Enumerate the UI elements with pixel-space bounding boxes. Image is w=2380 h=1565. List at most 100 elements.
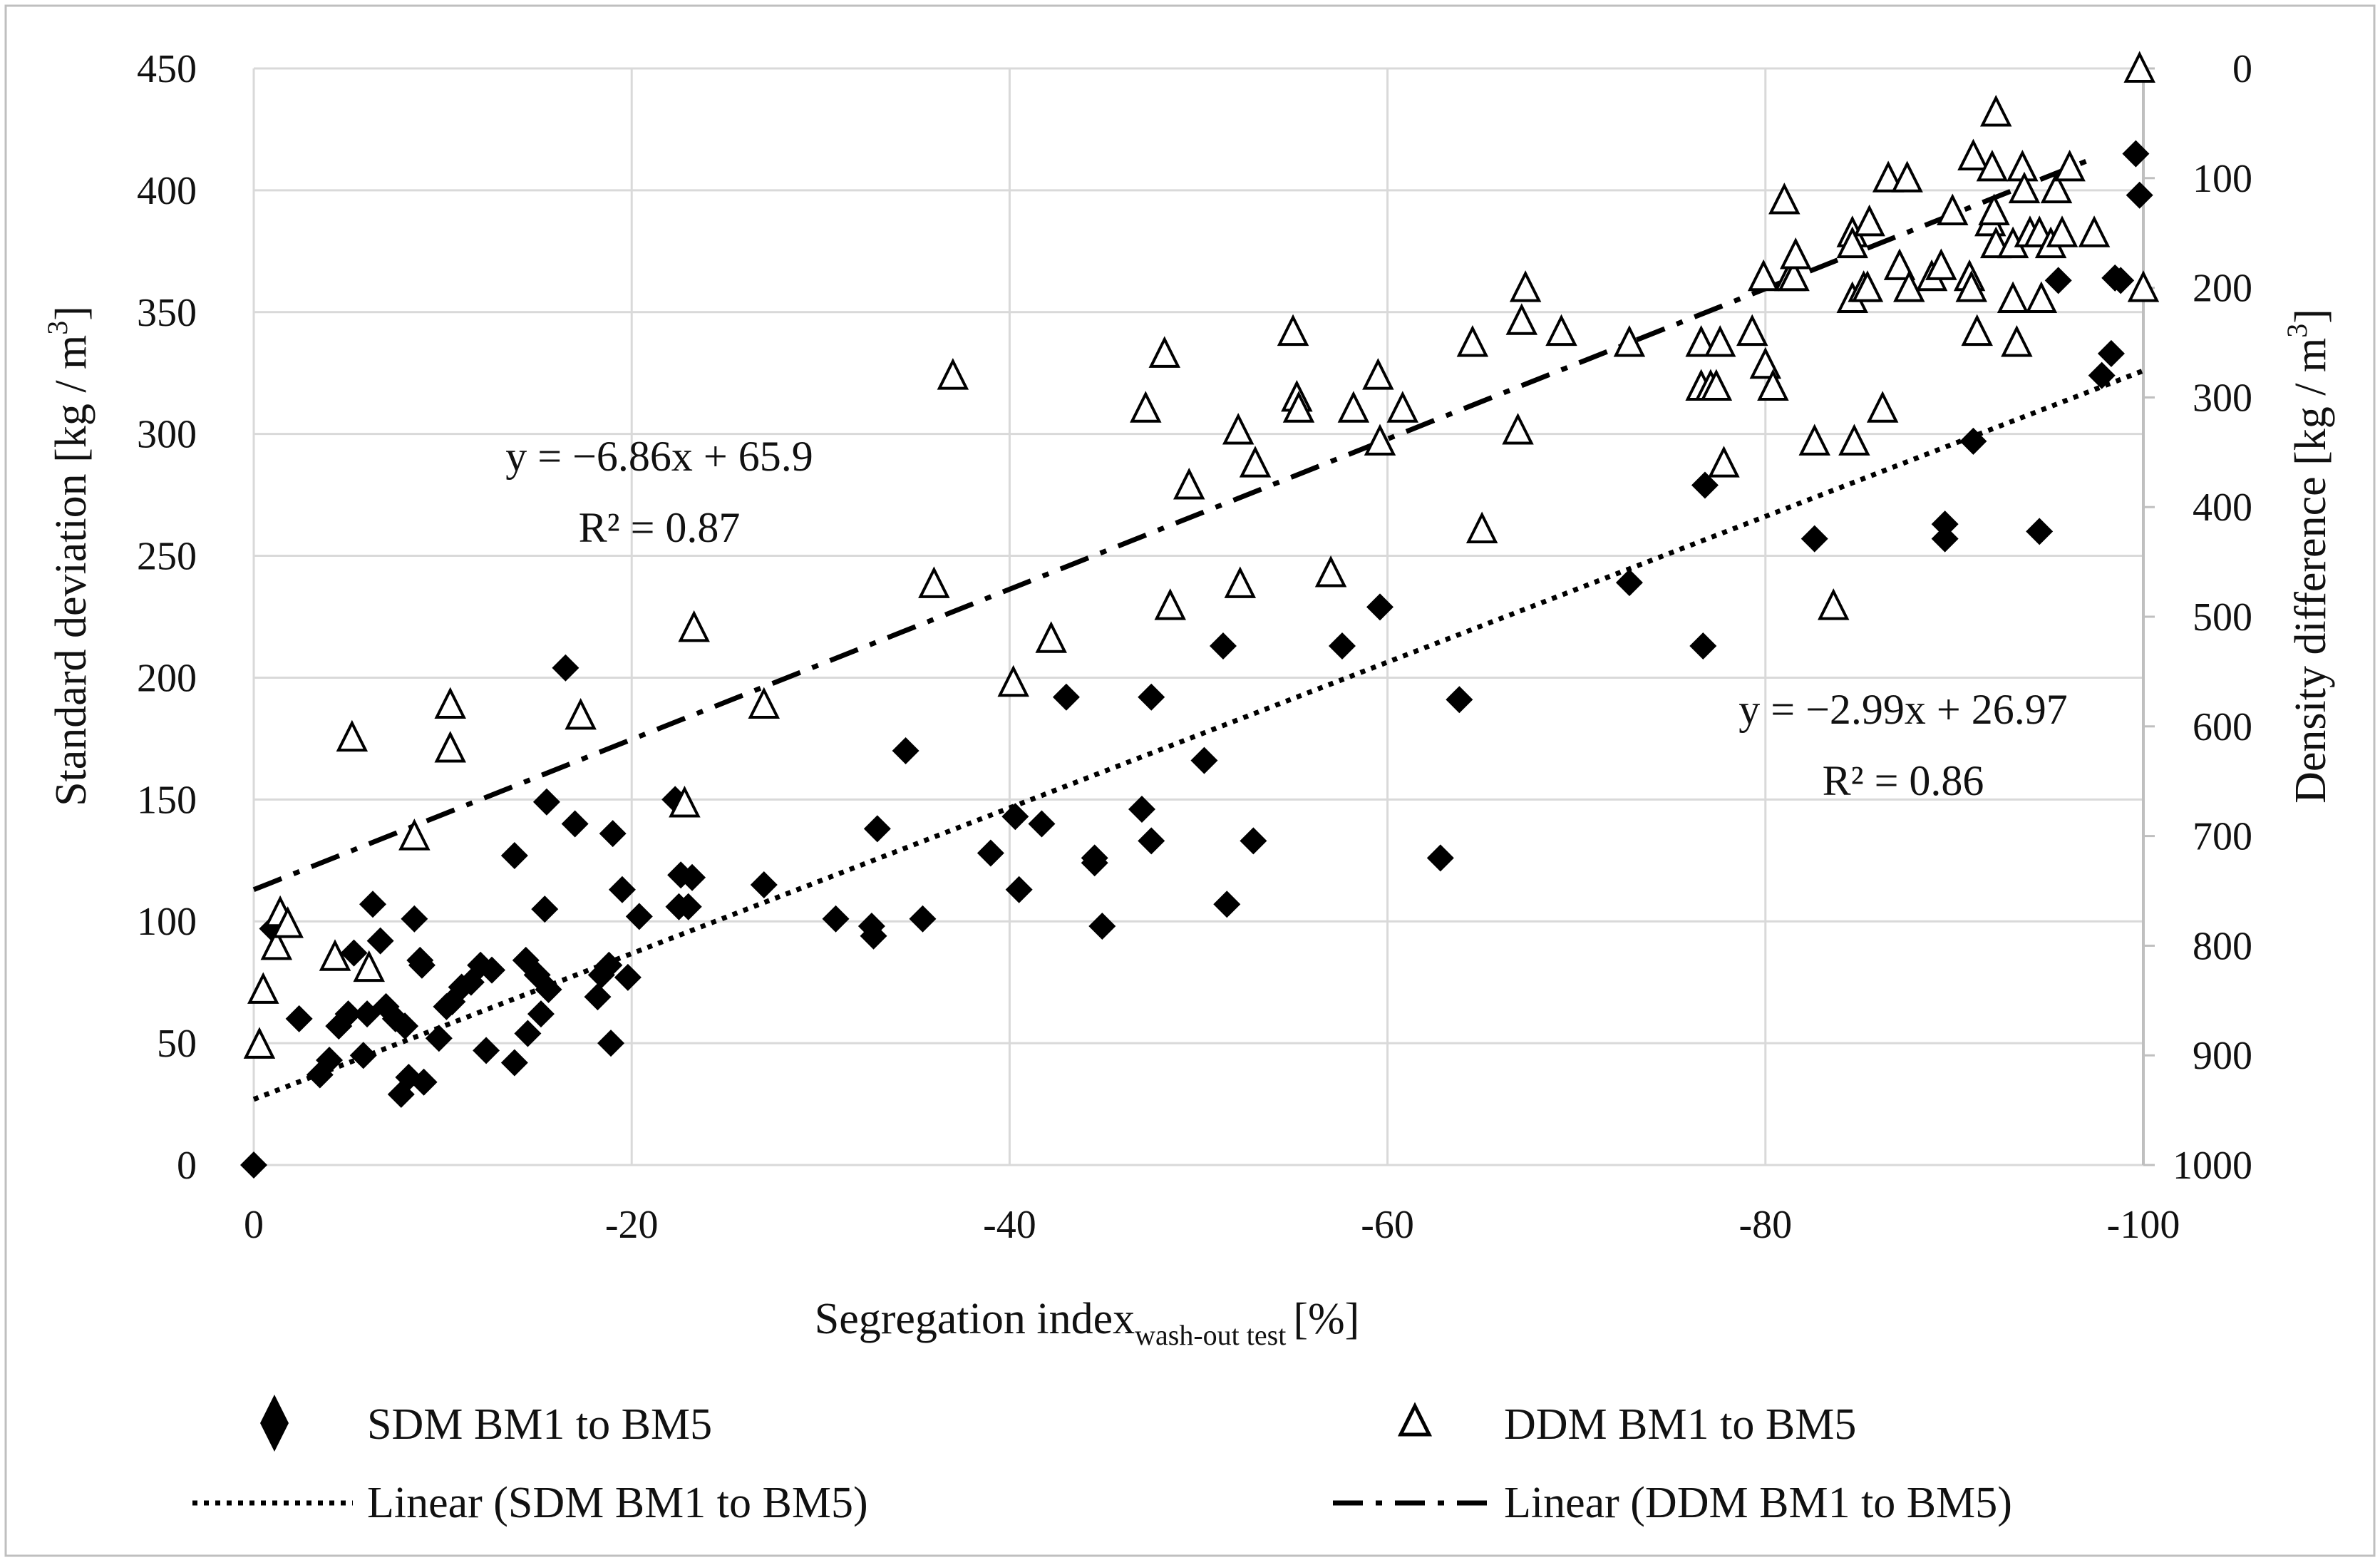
ddm-point bbox=[1891, 160, 1923, 193]
sdm-point bbox=[1190, 746, 1218, 774]
y-right-axis-title-end: ] bbox=[2287, 309, 2335, 324]
ddm-point bbox=[565, 697, 597, 730]
ddm-point bbox=[1154, 588, 1186, 620]
sdm-point bbox=[2044, 267, 2072, 294]
sdm-point bbox=[679, 863, 706, 891]
y-right-axis-title-sup: 3 bbox=[2281, 324, 2313, 338]
y-right-tick-label: 0 bbox=[2232, 47, 2252, 91]
y-right-axis-title-main: Density difference [kg / m bbox=[2287, 338, 2335, 804]
ddm-point bbox=[1337, 391, 1370, 423]
ddm-point bbox=[1465, 511, 1498, 543]
sdm-point bbox=[1138, 683, 1165, 711]
ddm-point bbox=[678, 610, 710, 642]
x-axis-title: Segregation indexwash-out test [%] bbox=[815, 1295, 1360, 1351]
sdm-point bbox=[1138, 827, 1165, 855]
sdm-point bbox=[614, 963, 642, 991]
y-left-tick-label: 400 bbox=[137, 169, 197, 213]
sdm-trend-equation: y = −2.99x + 26.97 bbox=[1738, 686, 2068, 733]
sdm-point bbox=[2126, 181, 2153, 209]
ddm-point bbox=[1505, 303, 1538, 335]
y-left-tick-label: 300 bbox=[137, 413, 197, 457]
y-left-tick-label: 150 bbox=[137, 778, 197, 822]
sdm-point bbox=[822, 905, 850, 933]
sdm-point bbox=[1328, 632, 1356, 660]
grid bbox=[252, 67, 2155, 1166]
ddm-point bbox=[2127, 270, 2160, 302]
sdm-point bbox=[1052, 683, 1080, 711]
sdm-point bbox=[597, 1030, 625, 1057]
sdm-point bbox=[1240, 827, 1267, 855]
ddm-point bbox=[243, 1027, 276, 1059]
sdm-point bbox=[1801, 525, 1828, 553]
y-left-axis-title: Standard deviation [kg / m3] bbox=[41, 306, 96, 806]
ddm-point bbox=[1961, 314, 1993, 347]
ddm-point bbox=[997, 665, 1029, 697]
x-axis-title-unit: [%] bbox=[1293, 1295, 1359, 1343]
ddm-point bbox=[2054, 149, 2086, 182]
x-tick-label: -40 bbox=[983, 1203, 1036, 1247]
ddm-point bbox=[1035, 621, 1067, 653]
sdm-point bbox=[1691, 471, 1719, 499]
ddm-point bbox=[1222, 413, 1255, 445]
ddm-point bbox=[2008, 171, 2041, 204]
ddm-point bbox=[1872, 160, 1905, 193]
ddm-point bbox=[434, 687, 466, 719]
sdm-point bbox=[349, 1042, 377, 1069]
ddm-trendline bbox=[252, 158, 2088, 893]
sdm-point bbox=[285, 1005, 313, 1032]
ddm-point bbox=[669, 785, 701, 818]
ddm-point bbox=[1509, 270, 1542, 302]
legend-ddm-label: DDM BM1 to BM5 bbox=[1504, 1400, 1856, 1449]
ddm-point bbox=[1853, 204, 1885, 237]
sdm-point bbox=[2097, 339, 2125, 367]
sdm-point bbox=[1209, 632, 1237, 660]
y-right-tick-label: 400 bbox=[2193, 486, 2252, 530]
sdm-point bbox=[2122, 140, 2150, 168]
ddm-point bbox=[2078, 215, 2111, 247]
sdm-point bbox=[909, 905, 937, 933]
sdm-point bbox=[595, 951, 623, 979]
sdm-point bbox=[608, 876, 636, 903]
ddm-point bbox=[1957, 138, 1989, 171]
sdm-point bbox=[561, 810, 589, 838]
x-tick-label: 0 bbox=[244, 1203, 264, 1247]
sdm-point bbox=[391, 1012, 419, 1040]
ddm-point bbox=[1277, 314, 1309, 347]
ddm-point bbox=[2040, 171, 2073, 204]
sdm-point bbox=[1931, 510, 1959, 538]
ddm-point bbox=[1224, 566, 1257, 598]
ddm-point bbox=[1779, 237, 1812, 270]
sdm-point bbox=[359, 891, 387, 918]
y-left-tick-label: 50 bbox=[157, 1022, 197, 1066]
sdm-point bbox=[599, 820, 627, 848]
legend-sdm-label: SDM BM1 to BM5 bbox=[367, 1400, 712, 1449]
ddm-point bbox=[1364, 424, 1396, 456]
ddm-point bbox=[1978, 193, 2010, 225]
ddm-point bbox=[1173, 467, 1205, 500]
sdm-point bbox=[584, 983, 612, 1011]
sdm-point bbox=[1931, 525, 1959, 553]
y-left-axis-title-sup: 3 bbox=[41, 321, 73, 335]
ddm-point bbox=[1704, 325, 1736, 357]
y-left-axis-title-main: Standard deviation [kg / m bbox=[47, 335, 96, 806]
ddm-point bbox=[1937, 193, 1969, 225]
x-tick-label: -60 bbox=[1361, 1203, 1414, 1247]
x-axis-title-main: Segregation index bbox=[815, 1295, 1135, 1343]
sdm-point bbox=[977, 839, 1004, 867]
ddm-point bbox=[1979, 95, 2012, 127]
sdm-point bbox=[1128, 796, 1155, 823]
sdm-point bbox=[2026, 518, 2054, 545]
ddm-point bbox=[1148, 336, 1181, 368]
sdm-point bbox=[863, 815, 891, 843]
ddm-point bbox=[1362, 358, 1394, 390]
ddm-point bbox=[1545, 314, 1577, 347]
sdm-point bbox=[1081, 849, 1108, 877]
sdm-point bbox=[1366, 593, 1394, 621]
ddm-trend-equation: y = −6.86x + 65.9 bbox=[505, 433, 813, 480]
y-right-tick-label: 300 bbox=[2193, 376, 2252, 420]
ddm-point bbox=[918, 566, 950, 598]
x-tick-label: -20 bbox=[605, 1203, 659, 1247]
sdm-point bbox=[1959, 427, 1987, 455]
